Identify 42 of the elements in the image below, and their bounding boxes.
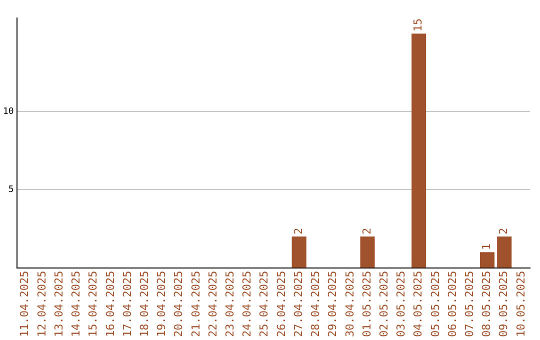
x-tick-label: 01.05.2025	[360, 270, 374, 338]
data-label: 2	[360, 228, 374, 235]
x-tick-label: 28.04.2025	[309, 270, 322, 338]
data-label: 15	[412, 18, 425, 32]
x-tick-label: 13.04.2025	[52, 270, 66, 338]
x-tick-label: 02.05.2025	[377, 270, 390, 338]
data-label: 2	[497, 228, 510, 235]
data-label: 2	[292, 228, 305, 235]
x-tick-label: 20.04.2025	[172, 270, 186, 338]
x-tick-label: 16.04.2025	[104, 270, 117, 338]
x-tick-label: 12.04.2025	[35, 270, 48, 338]
x-tick-label: 30.04.2025	[343, 270, 356, 338]
bar	[412, 34, 426, 268]
x-tick-label: 18.04.2025	[138, 270, 151, 338]
x-tick-label: 23.04.2025	[224, 270, 237, 338]
x-tick-label: 19.04.2025	[155, 270, 168, 338]
x-tick-label: 17.04.2025	[120, 270, 134, 338]
x-tick-label: 07.05.2025	[462, 270, 476, 338]
x-tick-label: 03.05.2025	[394, 270, 408, 338]
x-tick-label: 05.05.2025	[428, 270, 442, 338]
bar	[480, 252, 495, 268]
x-tick-label: 27.04.2025	[292, 270, 305, 338]
bar	[497, 236, 512, 268]
x-tick-label: 29.04.2025	[326, 270, 340, 338]
x-tick-label: 09.05.2025	[497, 270, 510, 338]
y-tick-label: 5	[8, 185, 14, 196]
x-tick-label: 24.04.2025	[240, 270, 254, 338]
data-label: 1	[480, 244, 494, 250]
x-tick-label: 11.04.2025	[18, 270, 32, 338]
x-tick-label: 04.05.2025	[412, 270, 425, 338]
bar	[360, 236, 375, 268]
x-tick-label: 22.04.2025	[206, 270, 220, 338]
x-tick-label: 21.04.2025	[189, 270, 202, 338]
y-tick-label: 10	[2, 107, 14, 118]
x-tick-label: 14.04.2025	[70, 270, 83, 338]
x-tick-label: 25.04.2025	[258, 270, 271, 338]
x-tick-label: 06.05.2025	[446, 270, 459, 338]
x-tick-label: 15.04.2025	[86, 270, 100, 338]
x-tick-label: 26.04.2025	[274, 270, 288, 338]
x-tick-label: 10.05.2025	[514, 270, 528, 338]
x-tick-label: 08.05.2025	[480, 270, 494, 338]
bar	[292, 236, 306, 268]
